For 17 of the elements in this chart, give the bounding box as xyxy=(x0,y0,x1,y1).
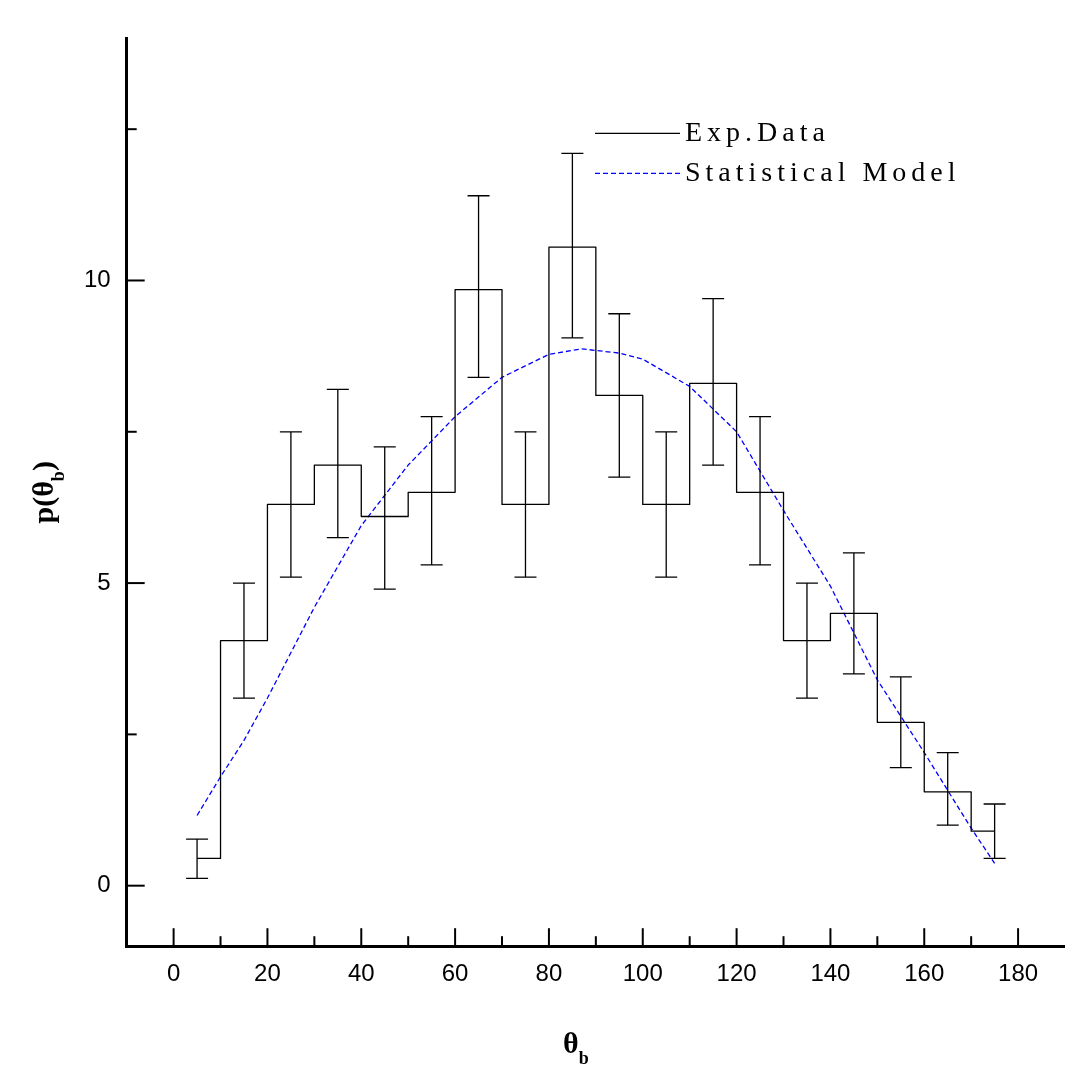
x-tick-label: 180 xyxy=(998,959,1039,987)
x-tick-label: 160 xyxy=(904,959,945,987)
x-tick-label: 20 xyxy=(254,959,281,987)
x-tick-label: 60 xyxy=(441,959,469,987)
y-tick-label: 0 xyxy=(97,870,111,898)
y-tick-label: 5 xyxy=(97,567,111,595)
x-tick-label: 120 xyxy=(716,959,757,987)
x-tick-label: 100 xyxy=(622,959,663,987)
legend-label: Statistical Model xyxy=(685,155,961,187)
y-axis-title: p(θb) xyxy=(26,461,68,524)
y-tick-label: 10 xyxy=(83,265,111,293)
legend-label: Exp.Data xyxy=(685,115,830,147)
x-tick-label: 140 xyxy=(810,959,851,987)
line-series xyxy=(196,348,996,864)
x-tick-label: 0 xyxy=(166,959,181,987)
x-tick-label: 40 xyxy=(347,959,375,987)
x-tick-label: 80 xyxy=(535,959,563,987)
